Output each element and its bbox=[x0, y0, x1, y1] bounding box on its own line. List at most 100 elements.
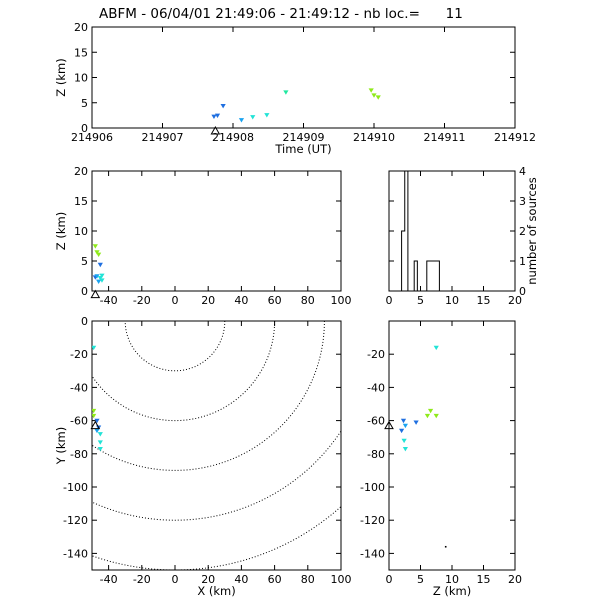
y-tick-label: -140 bbox=[360, 547, 385, 560]
data-point bbox=[94, 428, 100, 434]
x-tick-label: 80 bbox=[301, 294, 315, 307]
x-tick-label: -20 bbox=[133, 294, 151, 307]
data-point bbox=[424, 413, 431, 419]
plot-frame bbox=[388, 320, 516, 571]
station-marker bbox=[90, 420, 101, 430]
x-tick-label: 40 bbox=[234, 294, 248, 307]
data-point bbox=[92, 244, 98, 249]
y-tick-label: 15 bbox=[74, 46, 88, 59]
y-tick-label: -60 bbox=[367, 415, 385, 428]
y-tick-label: -20 bbox=[367, 348, 385, 361]
station-marker bbox=[210, 126, 221, 135]
panel-altitude-y: 0 5 10 15 20 -20 -40 -60 -80 -100 -120 -140 Z (km) bbox=[360, 320, 522, 598]
y-tick-label: 5 bbox=[81, 97, 88, 110]
x-tick-label: 214909 bbox=[283, 131, 325, 144]
y-tick-label: 1 bbox=[519, 255, 526, 268]
data-point bbox=[400, 418, 407, 424]
range-circle bbox=[92, 321, 276, 422]
data-point bbox=[97, 440, 103, 445]
y-tick-label: -120 bbox=[360, 514, 385, 527]
y-tick-label: 4 bbox=[519, 165, 526, 178]
y-tick-label: -120 bbox=[63, 514, 88, 527]
x-tick-label: 0 bbox=[386, 294, 393, 307]
y-tick-label: 20 bbox=[74, 165, 88, 178]
y-tick-label: -100 bbox=[63, 481, 88, 494]
y-tick-label: 10 bbox=[74, 72, 88, 85]
x-tick-label: 15 bbox=[477, 294, 491, 307]
histogram-line bbox=[389, 170, 515, 292]
data-point bbox=[402, 447, 408, 452]
x-tick-label: 5 bbox=[417, 573, 424, 586]
data-point bbox=[368, 88, 374, 93]
y-tick-label: 20 bbox=[74, 21, 88, 34]
range-circle bbox=[124, 321, 226, 372]
x-tick-label: -40 bbox=[100, 573, 118, 586]
x-tick-label: 20 bbox=[508, 294, 522, 307]
y-tick-label: -20 bbox=[70, 348, 88, 361]
data-point bbox=[238, 118, 245, 123]
data-point bbox=[433, 345, 439, 351]
data-point bbox=[97, 432, 103, 437]
y-tick-label: 0 bbox=[519, 285, 526, 298]
data-point bbox=[92, 345, 97, 351]
y-tick-label: -100 bbox=[360, 481, 385, 494]
data-point bbox=[94, 250, 100, 255]
x-tick-label: -20 bbox=[133, 573, 151, 586]
data-point bbox=[92, 413, 97, 419]
y-tick-label: 3 bbox=[519, 195, 526, 208]
y-tick-label: 0 bbox=[81, 285, 88, 298]
x-tick-label: 60 bbox=[268, 294, 282, 307]
y-tick-label: 5 bbox=[81, 255, 88, 268]
y-tick-label: -40 bbox=[70, 381, 88, 394]
range-circle bbox=[92, 430, 341, 521]
data-point bbox=[99, 273, 105, 278]
x-tick-label: 214906 bbox=[71, 131, 113, 144]
y-tick-label: 0 bbox=[81, 122, 88, 135]
y-tick-label: -80 bbox=[367, 448, 385, 461]
data-point bbox=[97, 262, 103, 268]
x-axis-label: Z (km) bbox=[433, 584, 471, 598]
x-tick-label: 10 bbox=[445, 573, 459, 586]
x-axis-label: Time (UT) bbox=[274, 142, 331, 156]
y-axis-label: Z (km) bbox=[54, 212, 68, 250]
y-axis-label: Z (km) bbox=[54, 58, 68, 96]
plot-frame bbox=[91, 170, 342, 292]
y-tick-label: 15 bbox=[74, 195, 88, 208]
x-tick-label: 40 bbox=[234, 573, 248, 586]
data-point bbox=[96, 252, 102, 257]
y-tick-label: -60 bbox=[70, 415, 88, 428]
panel-x-altitude: -40 -20 0 20 40 60 80 100 0 5 10 15 20 Z (km) bbox=[54, 165, 352, 307]
data-point bbox=[214, 113, 221, 118]
data-point bbox=[94, 418, 100, 424]
y-tick-label: -40 bbox=[367, 381, 385, 394]
range-circle bbox=[92, 321, 325, 471]
x-tick-label: 100 bbox=[331, 573, 352, 586]
data-point bbox=[97, 447, 103, 452]
y-axis-label: Y (km) bbox=[54, 427, 68, 466]
data-points bbox=[399, 345, 447, 548]
plots: 214906 214907 214908 214909 214910 214911 2149… bbox=[54, 21, 540, 598]
data-point bbox=[264, 113, 270, 118]
x-tick-label: 80 bbox=[301, 573, 315, 586]
y-tick-label: 0 bbox=[81, 315, 88, 328]
x-tick-label: 0 bbox=[172, 573, 179, 586]
x-tick-label: 214907 bbox=[142, 131, 184, 144]
data-point bbox=[433, 413, 439, 419]
station-marker bbox=[90, 289, 101, 299]
y-tick-label: -80 bbox=[70, 448, 88, 461]
data-point bbox=[94, 274, 100, 279]
data-point bbox=[444, 545, 447, 548]
data-point bbox=[401, 438, 407, 444]
data-point bbox=[96, 279, 102, 284]
plot-frame bbox=[91, 320, 342, 571]
data-point bbox=[211, 114, 217, 119]
range-circles bbox=[92, 321, 341, 570]
y-tick-label: -140 bbox=[63, 547, 88, 560]
x-tick-label: 20 bbox=[201, 573, 215, 586]
x-tick-label: 0 bbox=[172, 294, 179, 307]
x-tick-label: 5 bbox=[417, 294, 424, 307]
data-points bbox=[211, 88, 381, 123]
x-tick-label: -40 bbox=[100, 294, 118, 307]
